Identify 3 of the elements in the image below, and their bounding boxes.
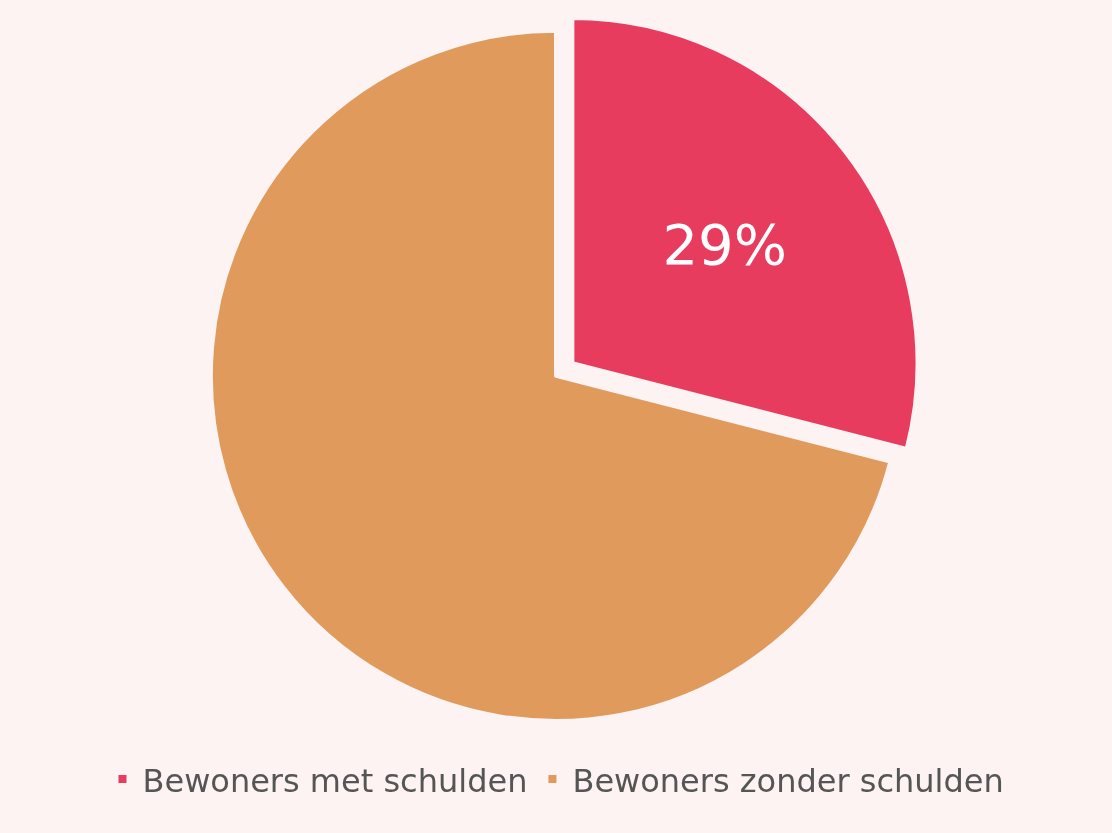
- legend-label: Bewoners zonder schulden: [572, 761, 1004, 800]
- legend-label: Bewoners met schulden: [142, 761, 528, 800]
- data-label: 29%: [662, 212, 787, 278]
